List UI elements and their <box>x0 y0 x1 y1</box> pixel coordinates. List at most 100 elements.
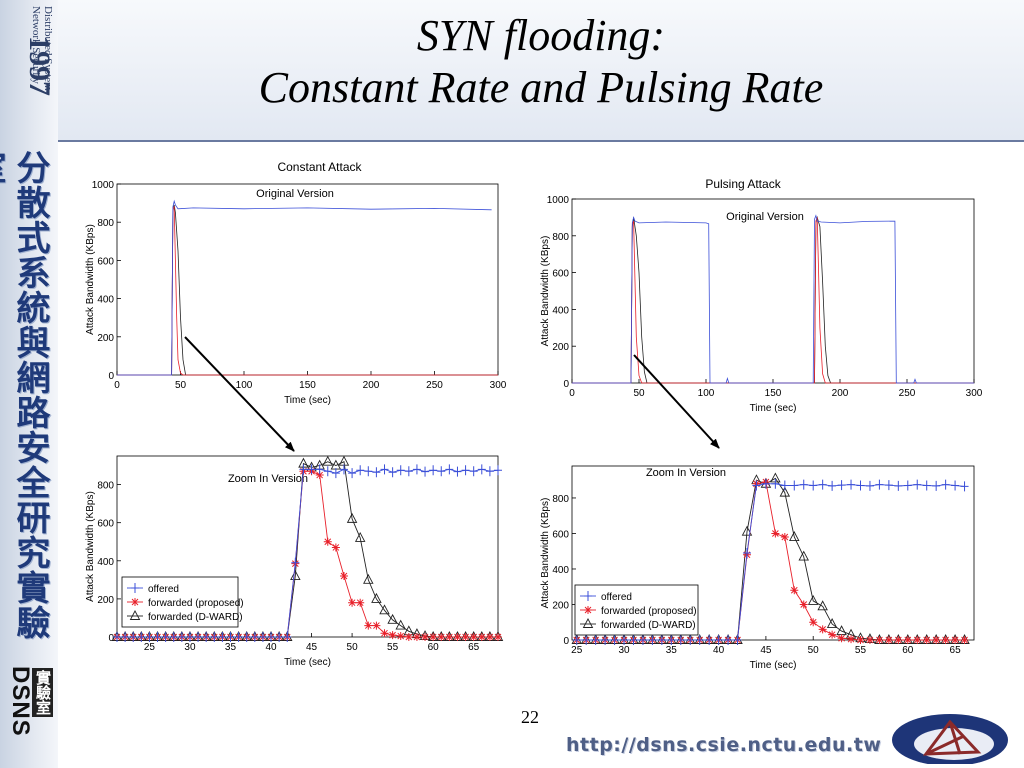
legend-label-forwarded_proposed: forwarded (proposed) <box>148 598 244 609</box>
y-tick-label: 600 <box>552 529 569 540</box>
data-point-offered <box>572 635 581 645</box>
data-point-offered <box>828 480 837 491</box>
dsns-text: DSNS <box>7 666 34 737</box>
data-point-offered <box>153 632 162 642</box>
data-point-forwarded_proposed <box>421 633 430 641</box>
data-point-offered <box>323 466 332 477</box>
chart-annotation: Zoom In Version <box>646 467 726 479</box>
data-point-offered <box>421 466 430 477</box>
data-point-offered <box>922 480 931 491</box>
lab-chinese-name: 分散式系統與網路安全研究實驗室 <box>0 150 50 640</box>
data-point-forwarded_proposed <box>323 537 332 546</box>
y-axis-label: Attack Bandwidth (KBps) <box>540 236 551 347</box>
chart-constant-zoom: 25 30 35 40 45 50 55 60 65 0 200 400 600 800 Time (sec… <box>85 455 504 668</box>
data-point-offered <box>667 635 676 645</box>
data-point-forwarded_dward <box>379 604 390 615</box>
data-point-forwarded_proposed <box>469 633 478 641</box>
data-point-offered <box>461 465 470 476</box>
y-tick-label: 800 <box>97 481 114 492</box>
chart-title: Constant Attack <box>277 160 362 174</box>
data-point-offered <box>194 632 203 642</box>
data-point-offered <box>761 478 770 489</box>
data-point-offered <box>752 480 761 491</box>
x-tick-label: 50 <box>808 645 820 656</box>
x-axis-label: Time (sec) <box>750 660 797 671</box>
data-point-offered <box>315 464 324 475</box>
data-point-forwarded_proposed <box>837 634 846 643</box>
data-point-forwarded_proposed <box>799 600 808 609</box>
data-point-forwarded_dward <box>798 550 809 561</box>
y-tick-label: 200 <box>97 595 114 606</box>
data-point-forwarded_proposed <box>884 636 893 644</box>
x-axis-label: Time (sec) <box>284 657 331 668</box>
data-point-forwarded_proposed <box>847 635 856 644</box>
data-point-offered <box>364 466 373 477</box>
data-point-offered <box>412 464 421 475</box>
chart-title: Pulsing Attack <box>705 177 781 191</box>
x-tick-label: 200 <box>363 380 380 391</box>
data-point-offered <box>790 480 799 491</box>
data-point-forwarded_proposed <box>494 633 502 641</box>
data-point-forwarded_proposed <box>453 633 462 641</box>
x-tick-label: 50 <box>175 380 187 391</box>
x-tick-label: 250 <box>426 380 443 391</box>
data-point-offered <box>856 480 865 491</box>
data-point-offered <box>331 468 340 479</box>
x-tick-label: 0 <box>569 388 575 399</box>
legend-label-forwarded_proposed: forwarded (proposed) <box>601 606 697 617</box>
x-tick-label: 200 <box>832 388 849 399</box>
legend-marker-offered <box>131 583 139 593</box>
data-point-offered <box>275 632 284 642</box>
x-tick-label: 65 <box>468 642 480 653</box>
lab-word: 實驗室 <box>32 668 53 717</box>
x-tick-label: 55 <box>387 642 399 653</box>
data-point-offered <box>695 635 704 645</box>
data-point-forwarded_proposed <box>922 636 931 644</box>
data-point-offered <box>283 632 292 642</box>
x-axis-label: Time (sec) <box>284 395 331 406</box>
y-tick-label: 600 <box>552 269 569 280</box>
x-tick-label: 45 <box>760 645 772 656</box>
x-tick-label: 60 <box>902 645 914 656</box>
data-point-offered <box>799 479 808 490</box>
zoom-arrow-constant <box>184 336 295 452</box>
data-point-offered <box>705 635 714 645</box>
data-point-offered <box>429 465 438 476</box>
y-tick-label: 0 <box>563 379 569 390</box>
data-point-forwarded_proposed <box>388 631 397 640</box>
data-point-offered <box>714 635 723 645</box>
data-point-offered <box>865 480 874 491</box>
data-point-offered <box>733 635 742 645</box>
legend-label-offered: offered <box>601 592 632 603</box>
data-point-offered <box>629 635 638 645</box>
data-point-forwarded_proposed <box>477 633 486 641</box>
y-axis-label: Attack Bandwidth (KBps) <box>85 224 96 335</box>
x-tick-label: 55 <box>855 645 867 656</box>
data-point-forwarded_dward <box>290 570 301 580</box>
data-point-forwarded_proposed <box>396 632 405 641</box>
data-point-forwarded_dward <box>789 531 800 541</box>
data-point-forwarded_dward <box>354 531 366 542</box>
data-point-offered <box>676 635 685 645</box>
y-tick-label: 0 <box>108 633 114 644</box>
data-point-offered <box>307 464 316 475</box>
data-point-forwarded_dward <box>779 486 791 497</box>
data-point-forwarded_proposed <box>412 633 421 641</box>
chart-annotation: Original Version <box>256 188 334 200</box>
data-point-offered <box>210 632 219 642</box>
data-point-offered <box>941 479 950 490</box>
data-point-forwarded_proposed <box>445 633 454 641</box>
series-line-forwarded_proposed <box>572 217 974 384</box>
data-point-offered <box>388 467 397 478</box>
data-point-offered <box>404 466 413 477</box>
data-point-offered <box>601 635 610 645</box>
data-point-offered <box>960 481 969 492</box>
data-point-offered <box>875 479 884 490</box>
data-point-forwarded_proposed <box>951 636 960 644</box>
footer-url[interactable]: http://dsns.csie.nctu.edu.tw <box>566 734 882 756</box>
data-point-offered <box>894 480 903 491</box>
data-point-forwarded_proposed <box>856 636 865 644</box>
data-point-offered <box>847 479 856 490</box>
slide-title: SYN flooding: Constant Rate and Pulsing … <box>58 10 1024 114</box>
